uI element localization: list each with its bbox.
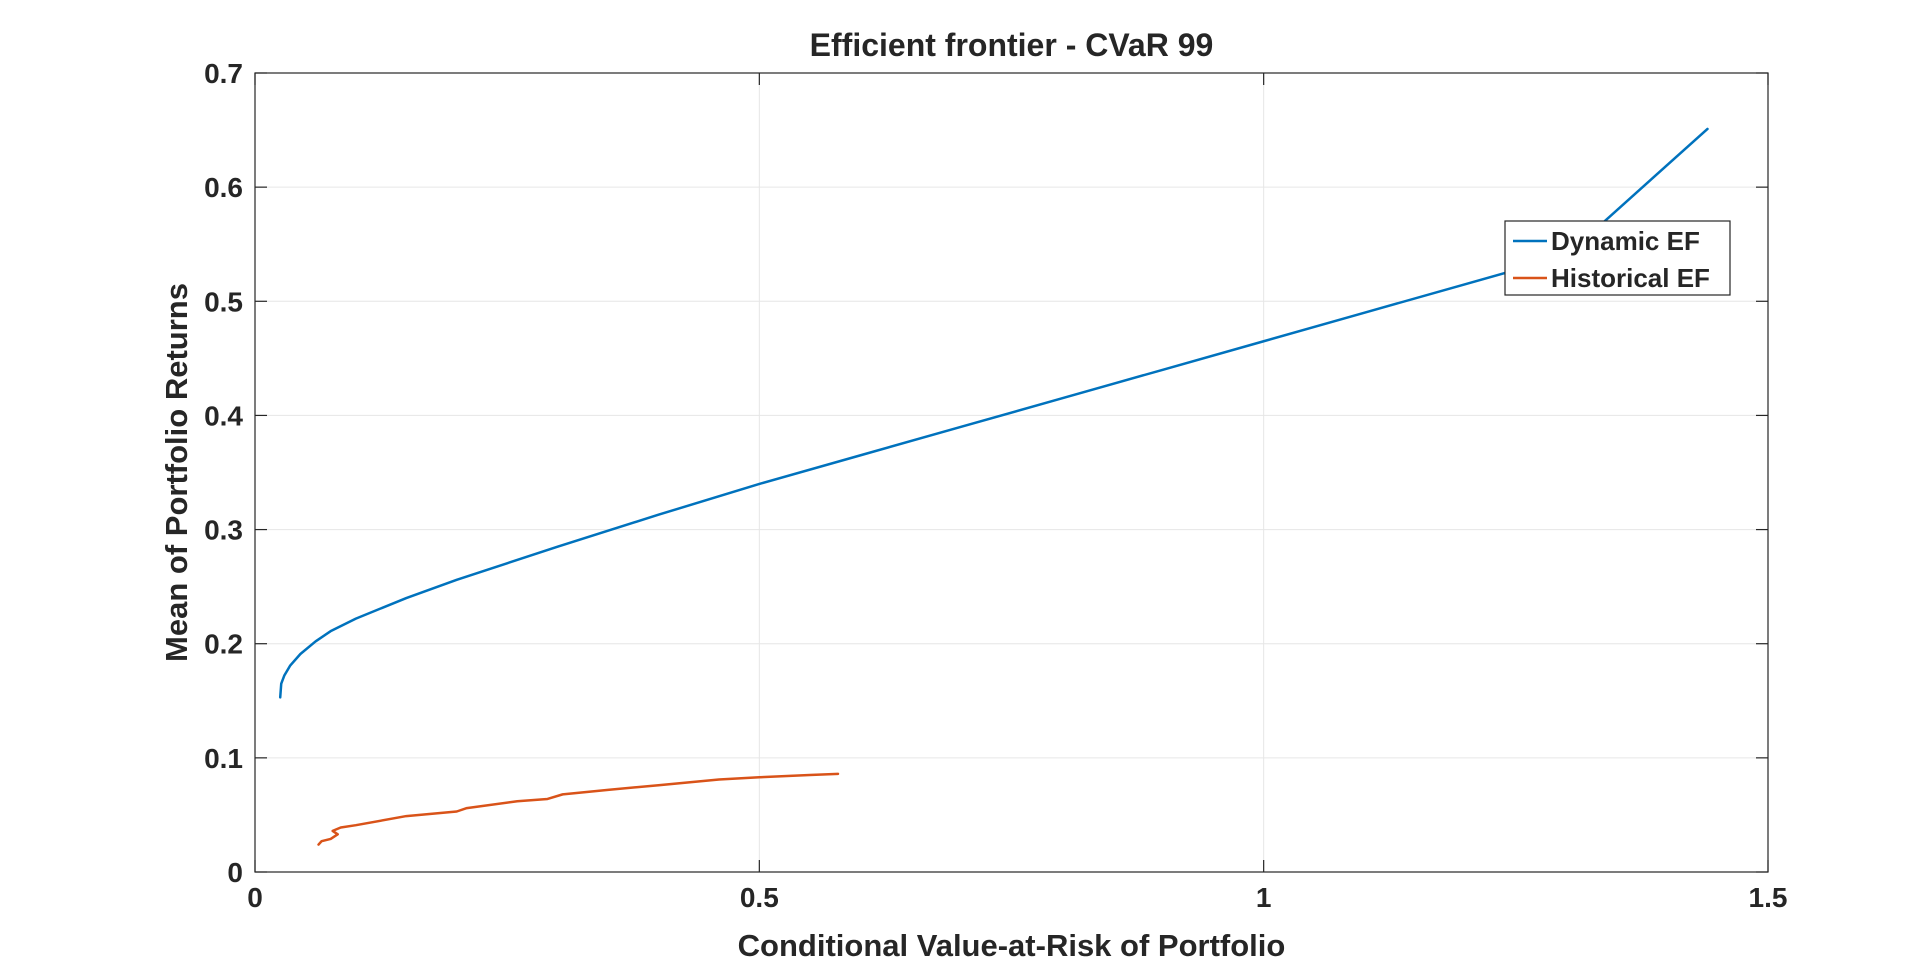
y-tick-label: 0.2 (204, 629, 243, 660)
y-tick-label: 0.5 (204, 286, 243, 317)
series-line-dynamic-ef (278, 127, 1709, 699)
chart-title: Efficient frontier - CVaR 99 (810, 27, 1214, 63)
legend-label: Historical EF (1551, 263, 1710, 293)
gridlines (255, 73, 1768, 872)
y-tick-label: 0.3 (204, 515, 243, 546)
y-tick-label: 0.7 (204, 58, 243, 89)
x-tick-label: 0 (247, 882, 263, 913)
y-axis-label: Mean of Portfolio Returns (159, 283, 194, 662)
axes-frame (254, 72, 1769, 873)
y-tick-label: 0.4 (204, 400, 243, 431)
y-tick-label: 0.6 (204, 172, 243, 203)
series-layer (278, 127, 1709, 846)
legend-box (1504, 220, 1731, 296)
x-tick-label: 0.5 (740, 882, 779, 913)
x-tick-label: 1 (1256, 882, 1272, 913)
ticks: 0 0.5 1 1.5 0 0.1 0.2 0.3 0.4 0.5 0.6 0.7 (204, 58, 1787, 913)
y-tick-label: 0.1 (204, 743, 243, 774)
plot-area (255, 73, 1768, 872)
legend-label: Dynamic EF (1551, 226, 1700, 256)
x-axis-label: Conditional Value-at-Risk of Portfolio (738, 928, 1286, 963)
x-tick-label: 1.5 (1749, 882, 1788, 913)
legend: Dynamic EF Historical EF (1504, 220, 1731, 296)
series-line-historical-ef (317, 772, 840, 846)
y-tick-label: 0 (227, 857, 243, 888)
plot-background (255, 73, 1768, 872)
axes-box (254, 72, 1769, 873)
